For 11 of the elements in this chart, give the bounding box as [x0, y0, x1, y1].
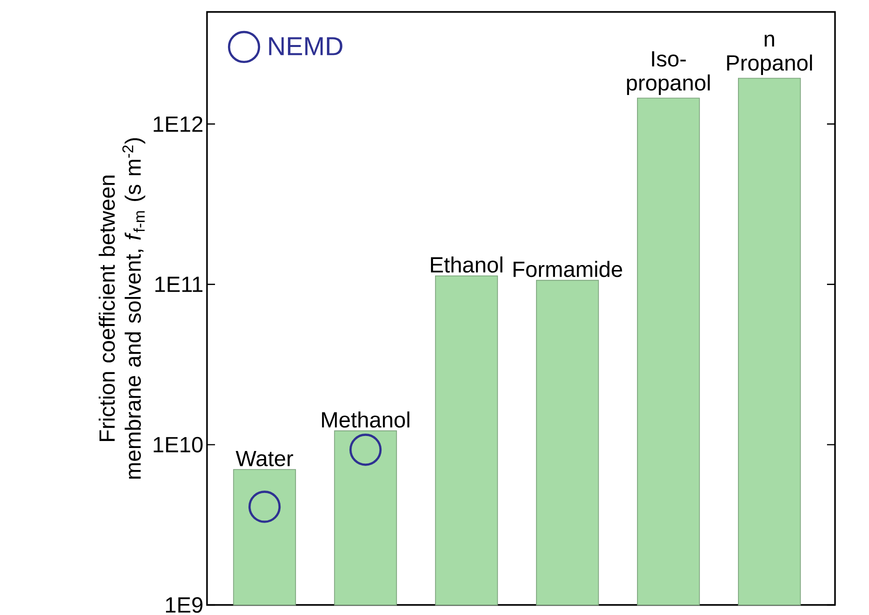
- x-tick-label: n Propanol: [727, 34, 812, 76]
- x-tick-label: Iso-propanol: [627, 51, 710, 95]
- x-tick-label: Formamide: [514, 260, 622, 278]
- x-tick-label: Ethanol: [430, 256, 502, 273]
- x-tick-label: Water: [236, 450, 294, 466]
- y-tick-label: 1E11: [155, 276, 202, 292]
- y-tick-label: 1E9: [166, 597, 202, 613]
- y-tick-label: 1E12: [154, 116, 202, 132]
- x-tick-label: Methanol: [322, 411, 410, 428]
- legend-label: NEMD: [269, 37, 342, 56]
- y-tick-label: 1E10: [154, 436, 203, 452]
